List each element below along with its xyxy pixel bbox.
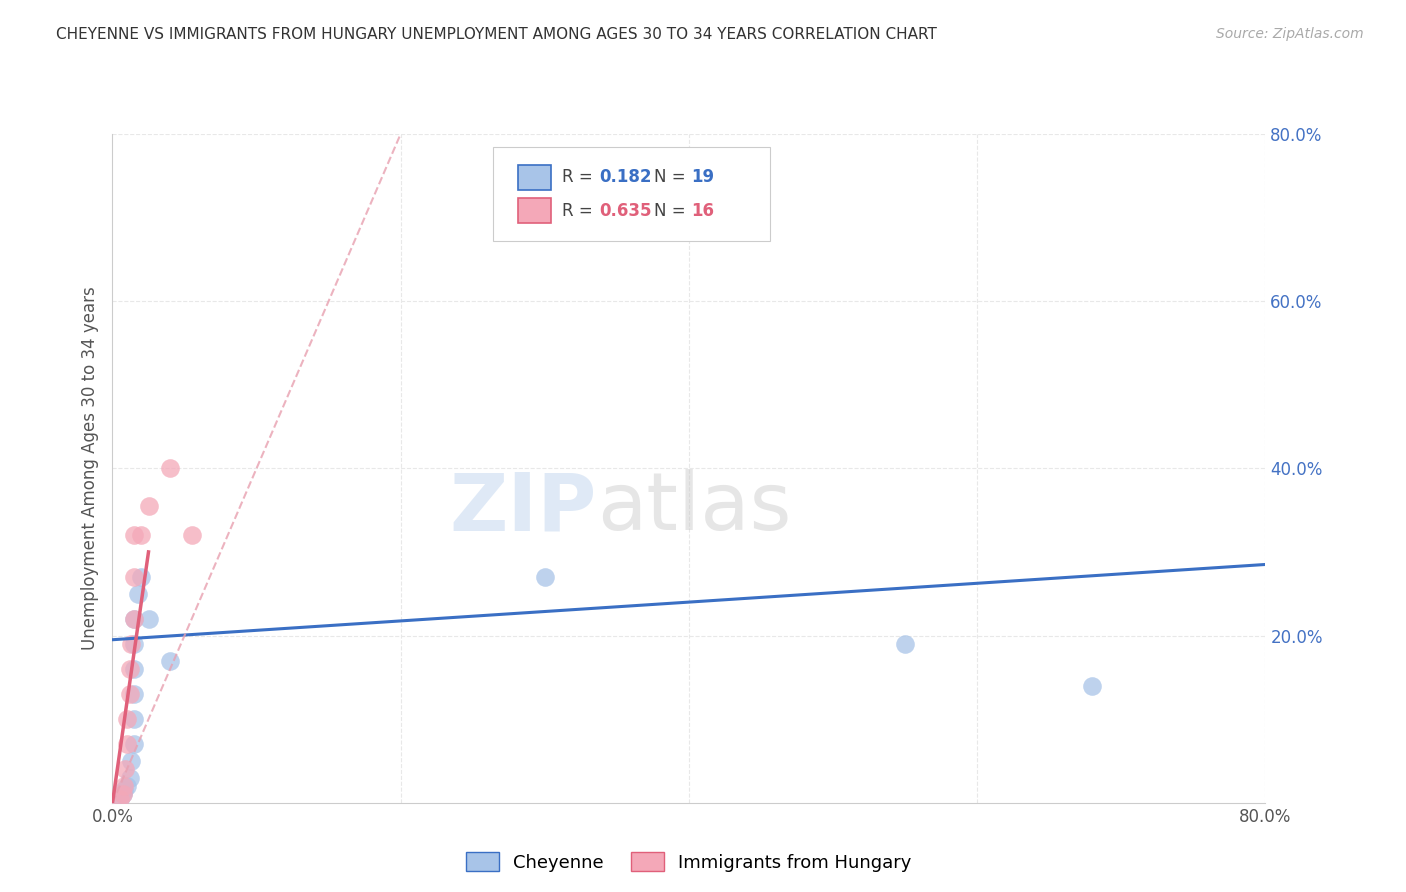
Text: N =: N = [654,169,692,186]
Point [122,712,145,726]
Bar [519,165,551,190]
Legend: Cheyenne, Immigrants from Hungary: Cheyenne, Immigrants from Hungary [457,843,921,880]
Point [122,612,145,626]
Point [115,779,138,793]
Text: CHEYENNE VS IMMIGRANTS FROM HUNGARY UNEMPLOYMENT AMONG AGES 30 TO 34 YEARS CORRE: CHEYENNE VS IMMIGRANTS FROM HUNGARY UNEM… [56,27,938,42]
Point [159,654,181,668]
Point [122,662,145,676]
Point [115,712,138,726]
Point [180,528,202,542]
Text: 19: 19 [692,169,714,186]
Point [122,737,145,751]
Text: 0.635: 0.635 [599,202,651,219]
Text: atlas: atlas [596,469,792,548]
Point [118,771,141,785]
Point [129,528,153,542]
Point [159,461,181,475]
Point [122,612,145,626]
Text: 16: 16 [692,202,714,219]
Point [111,788,134,802]
Point [108,791,131,805]
Point [122,637,145,651]
Point [894,637,917,651]
Point [129,570,153,584]
Point [115,737,138,751]
Text: R =: R = [562,202,598,219]
FancyBboxPatch shape [494,147,769,241]
Point [138,499,160,513]
Point [122,570,145,584]
Point [112,779,135,793]
Point [112,783,135,797]
Point [127,587,149,601]
Point [1081,679,1104,693]
Point [118,687,141,701]
Point [111,788,134,802]
Point [138,612,160,626]
Point [122,687,145,701]
Point [118,662,141,676]
Text: R =: R = [562,169,598,186]
Bar [519,198,551,224]
Point [114,762,136,776]
Y-axis label: Unemployment Among Ages 30 to 34 years: Unemployment Among Ages 30 to 34 years [80,286,98,650]
Point [108,791,131,805]
Point [120,754,142,768]
Point [120,637,142,651]
Point [122,528,145,542]
Text: 0.182: 0.182 [599,169,651,186]
Text: Source: ZipAtlas.com: Source: ZipAtlas.com [1216,27,1364,41]
Point [533,570,555,584]
Text: ZIP: ZIP [450,469,596,548]
Text: N =: N = [654,202,692,219]
